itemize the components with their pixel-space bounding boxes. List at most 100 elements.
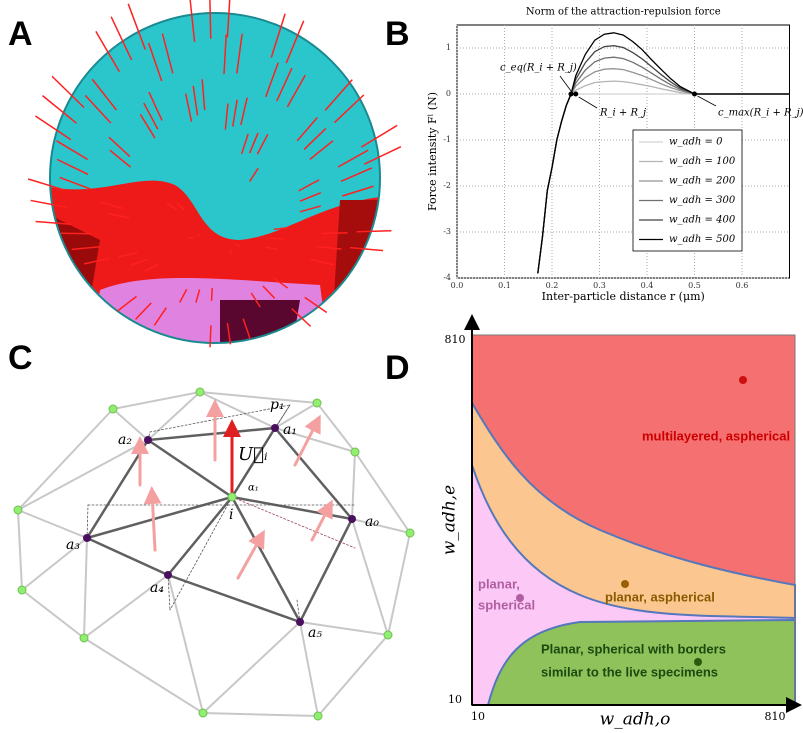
cell-normal (30, 199, 68, 209)
cell-normal (59, 176, 91, 190)
cell-normal (166, 202, 177, 211)
cell-normal (84, 94, 112, 124)
cell-normal (189, 0, 196, 43)
cell-normal (108, 212, 130, 219)
cell-normal (342, 185, 374, 197)
cell-normal (210, 287, 213, 301)
outer-mesh (16, 390, 412, 718)
cell-normal (249, 167, 259, 182)
cell-normal (265, 246, 278, 251)
x-tick-label: 0.3 (593, 281, 606, 290)
annotation-arrow (578, 96, 598, 109)
cell-normal (83, 257, 111, 265)
cell-normal (27, 178, 66, 191)
x-axis-label: w_adh,o (600, 710, 671, 730)
region-label: planar, (478, 576, 520, 591)
cell-normal (248, 132, 259, 154)
legend-label: w_adh = 500 (669, 234, 736, 245)
cell-normal (195, 289, 201, 303)
region-label: similar to the live specimens (541, 664, 718, 679)
cell-normal (324, 79, 353, 111)
panel-label: A (8, 15, 33, 53)
x-tick-label: 10 (471, 710, 485, 723)
cell-normal (333, 94, 365, 124)
force-chart: 0.0 0.1 0.2 0.3 0.4 0.5 0.6 -4 -3 -2 -1 0 1 Norm of t… (426, 7, 803, 304)
annotation: c_max(R_i + R_j) (718, 108, 803, 119)
cell-normal (148, 91, 163, 121)
cell-normal (299, 205, 322, 213)
cell-normal (303, 127, 327, 151)
cell-normal (285, 20, 305, 64)
node-label: a₂ (118, 432, 132, 448)
cell-normal (262, 285, 276, 299)
x-tick-label: 0.0 (451, 281, 464, 290)
cell-normal (273, 226, 289, 231)
cell-normal (201, 79, 206, 111)
cell-normal (209, 0, 212, 39)
cell-normal (321, 232, 348, 235)
cell-normal (309, 140, 334, 160)
cell-normal (298, 179, 320, 192)
cell-normal (192, 85, 199, 116)
node-label: p₁ (270, 397, 285, 413)
cell-normal (360, 124, 398, 148)
cell-normal (209, 325, 212, 348)
y-tick-label: 0 (446, 89, 451, 98)
annotation-point (568, 91, 574, 97)
cell-normal (226, 0, 231, 38)
node-label: a₀ (365, 514, 379, 530)
cell-normal (147, 42, 163, 82)
inner-nodes (83, 424, 356, 626)
cell-normal (250, 292, 261, 308)
cell-normal (35, 220, 71, 226)
x-tick-label: 0.6 (736, 281, 749, 290)
legend-label: w_adh = 0 (669, 137, 723, 148)
projection-lines (86, 404, 356, 623)
cell-normal (127, 3, 146, 50)
annotation-point (573, 91, 579, 97)
phase-diagram: 810 10 10 810 w_adh,o w_adh,e multilayer… (440, 314, 802, 730)
mesh-diagram: a₁ a₂ a₀ a₃ a₄ a₅ i p₁ α₁ U⃗ᵢ (13, 387, 415, 721)
cell-normal (131, 258, 149, 266)
region-label: spherical (478, 597, 535, 612)
cell-normal (363, 145, 402, 165)
cell-normal (232, 99, 238, 127)
outer-nodes (13, 387, 415, 721)
y-tick-label: 1 (446, 43, 451, 52)
x-tick-label: 0.4 (641, 281, 654, 290)
cell-normal (223, 34, 227, 75)
y-tick-label: -2 (443, 181, 451, 190)
cell-normal (116, 295, 137, 312)
legend-label: w_adh = 200 (669, 176, 736, 187)
cell-normal (109, 149, 132, 168)
cell-normal (309, 258, 334, 266)
node-label: a₁ (283, 422, 297, 438)
cell-normal (270, 237, 284, 240)
x-axis-label: Inter-particle distance r (μm) (542, 290, 705, 303)
panel-label: D (385, 349, 410, 387)
node-label: a₃ (66, 537, 80, 553)
y-tick-label: 10 (448, 693, 462, 706)
legend-label: w_adh = 300 (669, 195, 736, 206)
cell-normal (349, 246, 384, 252)
cell-normal (236, 33, 243, 74)
node-label: a₄ (150, 580, 164, 596)
cell-normal (71, 245, 101, 251)
cell-normal (110, 16, 133, 61)
cell-normal (91, 78, 118, 111)
cell-normal (316, 245, 342, 250)
annotation-arrow (559, 75, 572, 92)
y-axis-label: w_adh,e (440, 485, 460, 555)
cell-normal (95, 31, 120, 73)
cell-normal (134, 302, 152, 320)
annotation: R_i + R_j (599, 108, 646, 119)
cell-sphere (50, 13, 380, 343)
chart-title: Norm of the attraction-repulsion force (526, 7, 721, 18)
cell-normal (296, 117, 318, 142)
cell-normal (176, 202, 185, 211)
cell-normal (56, 158, 89, 176)
cell-normal (51, 75, 85, 109)
region-label: multilayered, aspherical (642, 428, 790, 443)
cell-normal (235, 243, 242, 248)
cell-normal (272, 277, 289, 289)
